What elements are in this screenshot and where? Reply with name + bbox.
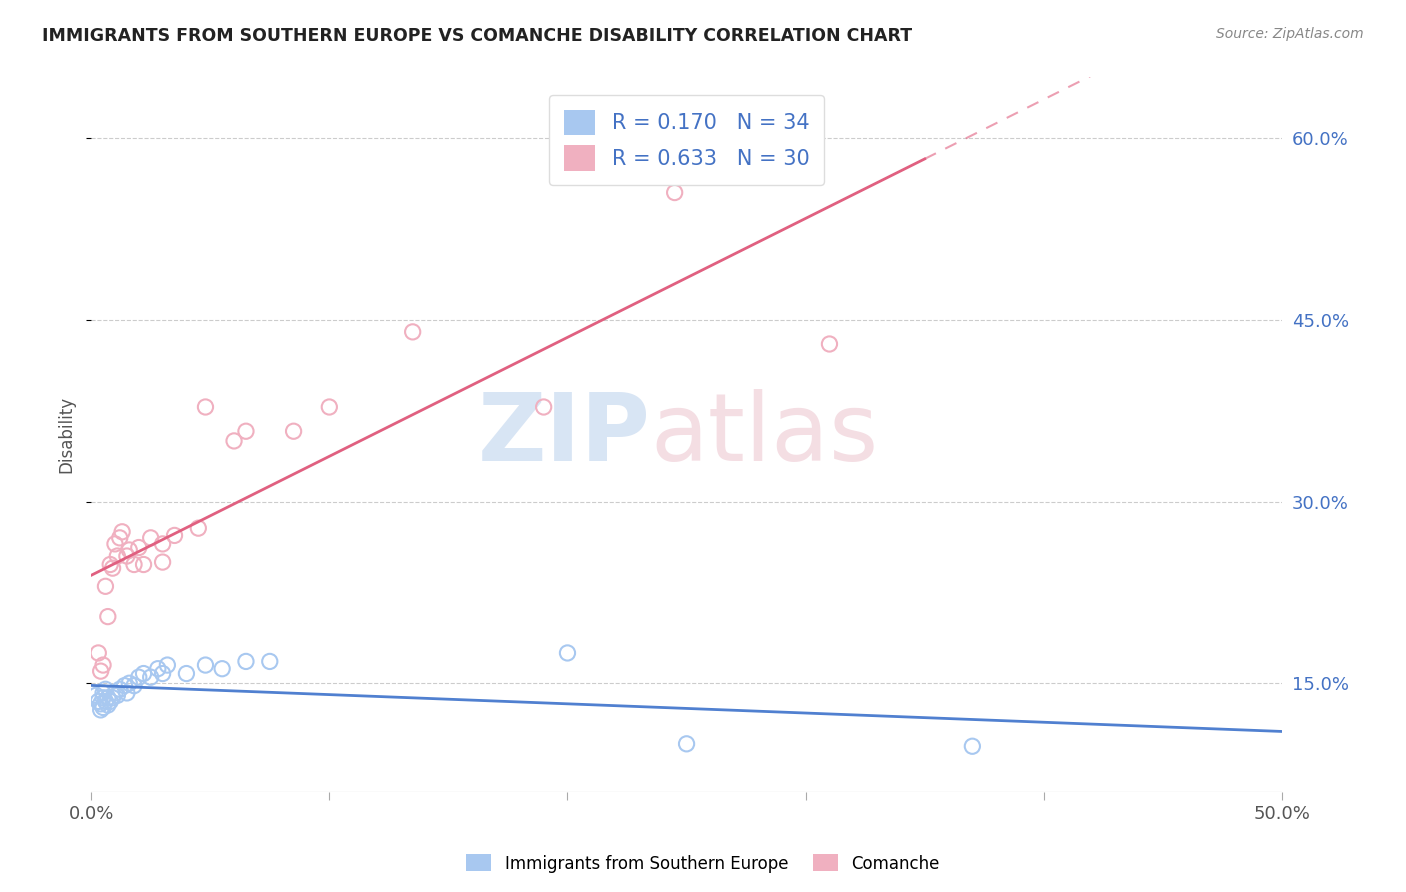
Point xyxy=(118,543,141,558)
Y-axis label: Disability: Disability xyxy=(58,396,75,474)
Point xyxy=(152,537,174,551)
Point xyxy=(90,664,112,678)
Point xyxy=(139,670,162,684)
Point xyxy=(115,686,138,700)
Point xyxy=(98,558,121,572)
Point xyxy=(94,694,117,708)
Point xyxy=(87,646,110,660)
Point xyxy=(101,690,124,705)
Text: IMMIGRANTS FROM SOUTHERN EUROPE VS COMANCHE DISABILITY CORRELATION CHART: IMMIGRANTS FROM SOUTHERN EUROPE VS COMAN… xyxy=(42,27,912,45)
Point xyxy=(91,658,114,673)
Point xyxy=(114,679,136,693)
Point xyxy=(557,646,579,660)
Point xyxy=(176,666,198,681)
Text: Source: ZipAtlas.com: Source: ZipAtlas.com xyxy=(1216,27,1364,41)
Point xyxy=(146,662,169,676)
Point xyxy=(105,689,128,703)
Point xyxy=(318,400,340,414)
Point xyxy=(90,703,112,717)
Point xyxy=(105,549,128,563)
Point xyxy=(139,531,162,545)
Point xyxy=(128,541,150,555)
Point xyxy=(194,658,217,673)
Point xyxy=(87,694,110,708)
Point xyxy=(194,400,217,414)
Point xyxy=(163,528,186,542)
Point xyxy=(97,609,120,624)
Point xyxy=(104,537,127,551)
Point xyxy=(222,434,245,448)
Point xyxy=(818,337,841,351)
Point xyxy=(91,700,114,714)
Point xyxy=(94,682,117,697)
Legend: R = 0.170   N = 34, R = 0.633   N = 30: R = 0.170 N = 34, R = 0.633 N = 30 xyxy=(550,95,824,186)
Point xyxy=(132,666,155,681)
Point xyxy=(111,524,134,539)
Point xyxy=(235,655,257,669)
Text: ZIP: ZIP xyxy=(478,389,651,481)
Point xyxy=(90,697,112,711)
Point xyxy=(122,558,145,572)
Point xyxy=(97,690,120,705)
Point xyxy=(97,698,120,712)
Point xyxy=(283,424,305,438)
Point xyxy=(235,424,257,438)
Legend: Immigrants from Southern Europe, Comanche: Immigrants from Southern Europe, Comanch… xyxy=(460,847,946,880)
Point xyxy=(91,686,114,700)
Point xyxy=(152,666,174,681)
Point xyxy=(533,400,555,414)
Point xyxy=(101,561,124,575)
Point xyxy=(675,737,697,751)
Point xyxy=(128,670,150,684)
Point xyxy=(122,679,145,693)
Point xyxy=(91,690,114,705)
Point xyxy=(187,521,209,535)
Point xyxy=(108,682,131,697)
Point xyxy=(962,739,984,754)
Text: atlas: atlas xyxy=(651,389,879,481)
Point xyxy=(84,689,107,703)
Point xyxy=(118,676,141,690)
Point xyxy=(259,655,281,669)
Point xyxy=(104,686,127,700)
Point xyxy=(152,555,174,569)
Point xyxy=(115,549,138,563)
Point xyxy=(98,694,121,708)
Point xyxy=(664,186,686,200)
Point xyxy=(211,662,233,676)
Point xyxy=(402,325,425,339)
Point xyxy=(156,658,179,673)
Point xyxy=(108,531,131,545)
Point xyxy=(132,558,155,572)
Point xyxy=(94,579,117,593)
